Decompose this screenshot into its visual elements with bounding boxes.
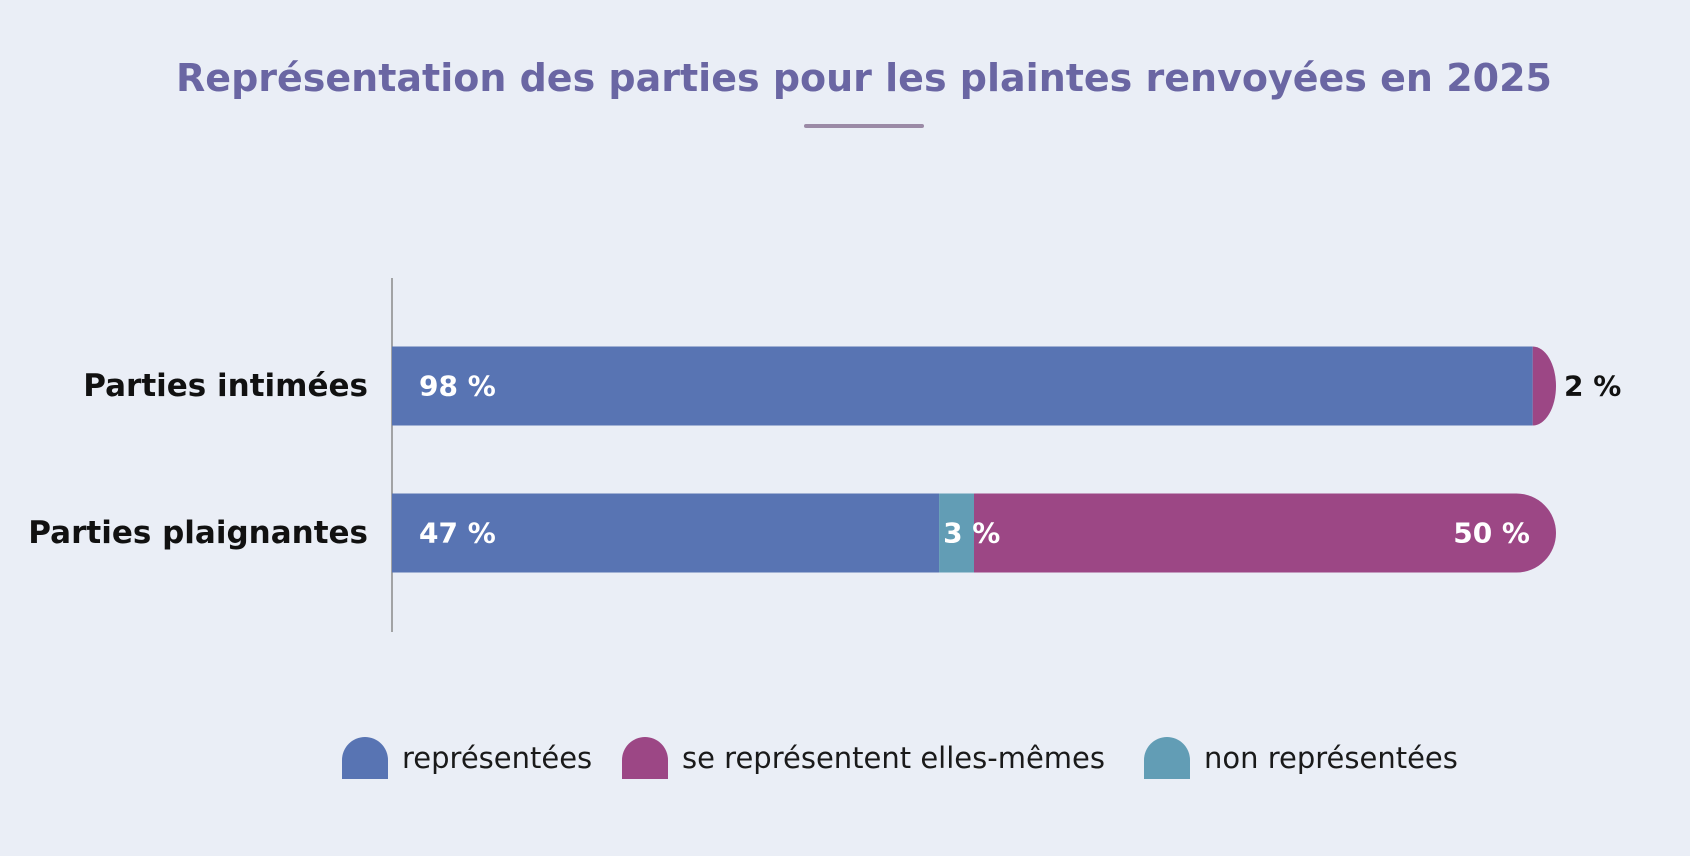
legend-swatch-se-representent	[622, 737, 668, 779]
bar-segment-se-representent-elles-memes-parties-plaignantes	[974, 493, 1556, 573]
bar-segment-representees-parties-plaignantes	[392, 493, 940, 573]
legend-item-se-representent: se représentent elles-mêmes	[622, 736, 1105, 780]
legend-item-representees: représentées	[342, 736, 592, 780]
legend-label: représentées	[402, 741, 593, 775]
legend-item-non-representees: non représentées	[1144, 736, 1458, 780]
labels-layer: Parties intimées 98 % 2 % Parties plaignant…	[28, 368, 1621, 551]
bar-segment-representees-parties-intimees	[392, 346, 1533, 426]
legend-swatch-non-representees	[1144, 737, 1190, 779]
data-label-se-representent-elles-memes-parties-plaignantes: 50 %	[1453, 517, 1530, 550]
data-label-representees-parties-intimees: 98 %	[419, 370, 496, 403]
title-underline	[804, 124, 924, 128]
legend: représentées se représentent elles-mêmes…	[0, 736, 1690, 784]
category-label-parties-plaignantes: Parties plaignantes	[28, 515, 368, 551]
category-label-parties-intimees: Parties intimées	[83, 368, 368, 404]
data-label-representees-parties-plaignantes: 47 %	[419, 517, 496, 550]
bar-segment-se-representent-elles-memes-parties-intimees	[1532, 346, 1556, 426]
data-label-se-representent-elles-memes-parties-intimees: 2 %	[1564, 370, 1621, 403]
legend-swatch-representees	[342, 737, 388, 779]
bars-layer	[391, 278, 1556, 632]
bar-segment-non-representees-parties-plaignantes	[939, 493, 974, 573]
data-label-non-representees-parties-plaignantes: 3 %	[943, 517, 1000, 550]
chart-title: Représentation des parties pour les plai…	[176, 56, 1552, 100]
legend-label: se représentent elles-mêmes	[682, 741, 1106, 775]
legend-label: non représentées	[1204, 741, 1458, 775]
